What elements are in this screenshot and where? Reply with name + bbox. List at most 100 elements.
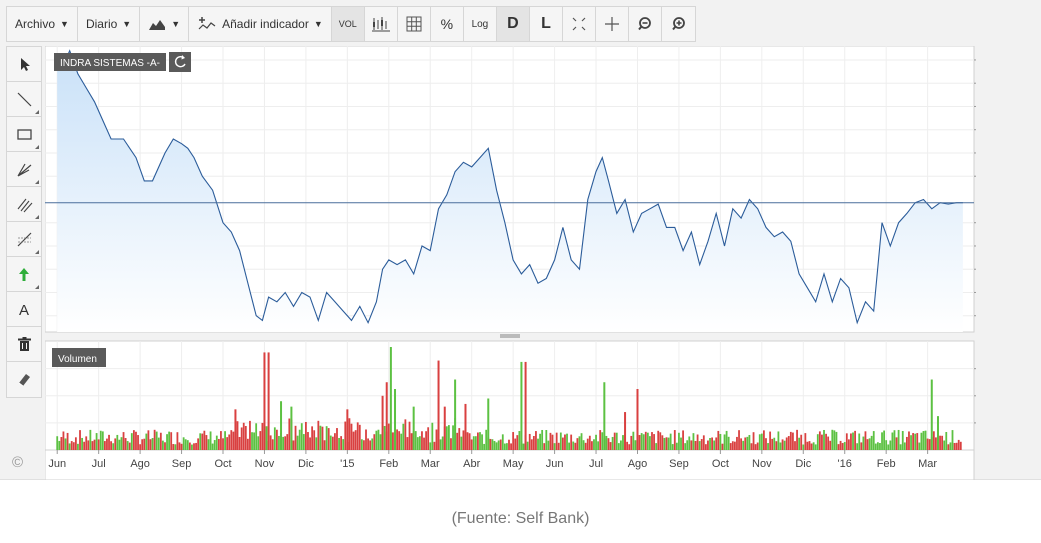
- volume-bar: [244, 426, 247, 450]
- volume-bar: [437, 360, 440, 450]
- volume-bar: [959, 441, 962, 450]
- parallel-lines-icon: [17, 198, 32, 212]
- volume-bar: [58, 440, 61, 450]
- volume-bar: [876, 442, 879, 450]
- add-indicator-button[interactable]: Añadir indicador ▼: [189, 7, 332, 41]
- volume-bar: [321, 426, 324, 450]
- chart-type-button[interactable]: ▼: [140, 7, 190, 41]
- volume-bar: [918, 442, 921, 450]
- volume-bar: [796, 429, 798, 450]
- volume-bar: [752, 432, 755, 450]
- x-tick-label: '16: [838, 458, 852, 470]
- volume-bar: [497, 440, 500, 450]
- chevron-down-icon: ▼: [171, 19, 181, 29]
- volume-bar: [141, 439, 144, 450]
- volume-bar: [300, 423, 303, 450]
- volume-bar: [653, 434, 655, 450]
- volume-bar: [77, 443, 79, 450]
- volume-bar: [448, 425, 450, 450]
- x-tick-label: Nov: [752, 458, 772, 470]
- volume-bar: [85, 436, 88, 450]
- indicator-icon: [198, 17, 216, 30]
- fibonacci-tool-button[interactable]: [7, 222, 41, 257]
- submenu-corner-icon: [35, 145, 39, 149]
- zoom-in-button[interactable]: [662, 7, 695, 41]
- fullscreen-button[interactable]: [563, 7, 597, 41]
- volume-bar: [495, 442, 498, 450]
- volume-bar: [903, 442, 906, 450]
- volume-bar: [955, 442, 958, 450]
- reload-button[interactable]: [169, 52, 191, 72]
- volume-bar: [537, 438, 539, 450]
- log-scale-button[interactable]: Log: [464, 7, 497, 41]
- file-menu-button[interactable]: Archivo ▼: [7, 7, 78, 41]
- volume-bar: [908, 431, 910, 450]
- volume-bar: [323, 440, 326, 450]
- volume-bar: [130, 433, 133, 450]
- volume-bar: [644, 431, 647, 450]
- volume-bar: [713, 440, 716, 450]
- line-tool-button[interactable]: [7, 82, 41, 117]
- volume-bar: [443, 406, 446, 450]
- volume-bar: [191, 444, 193, 450]
- volume-bar: [412, 406, 415, 450]
- volume-bar: [760, 433, 763, 450]
- volume-bar: [825, 433, 827, 450]
- volume-bar: [518, 431, 521, 450]
- d-button[interactable]: D: [496, 7, 530, 41]
- crosshair-button[interactable]: [596, 7, 630, 41]
- volume-toggle-button[interactable]: VOL: [331, 7, 365, 41]
- volume-bar: [108, 434, 110, 450]
- volume-bars: [56, 347, 962, 450]
- l-button[interactable]: L: [530, 7, 563, 41]
- text-tool-tool-button[interactable]: A: [7, 292, 41, 327]
- volume-bar: [872, 431, 875, 450]
- percent-button[interactable]: %: [431, 7, 464, 41]
- volume-bar: [305, 421, 307, 450]
- volume-bar: [572, 441, 575, 450]
- x-tick-label: Oct: [712, 458, 729, 470]
- rectangle-tool-button[interactable]: [7, 117, 41, 152]
- candlestick-button[interactable]: [365, 7, 398, 41]
- volume-bar: [818, 431, 821, 450]
- parallel-lines-tool-button[interactable]: [7, 187, 41, 222]
- x-tick-label: Jun: [546, 458, 564, 470]
- volume-bar: [887, 444, 890, 450]
- eraser-tool-button[interactable]: [7, 362, 41, 397]
- volume-bar: [597, 441, 600, 450]
- volume-bar: [290, 406, 293, 450]
- volume-bar: [93, 439, 96, 450]
- trash-tool-button[interactable]: [7, 327, 41, 362]
- volume-bar: [951, 430, 954, 450]
- volume-bar: [874, 443, 877, 450]
- volume-bar: [957, 439, 960, 450]
- volume-bar: [580, 433, 583, 450]
- panel-splitter-handle[interactable]: [500, 334, 520, 338]
- volume-bar: [779, 442, 782, 450]
- volume-bar: [280, 401, 283, 450]
- volume-bar: [101, 431, 104, 450]
- cursor-tool-button[interactable]: [7, 47, 41, 82]
- volume-bar: [543, 443, 546, 450]
- volume-bar: [298, 429, 301, 450]
- fork-tool-button[interactable]: [7, 152, 41, 187]
- volume-bar: [702, 435, 705, 450]
- volume-bar: [481, 434, 483, 450]
- volume-bar: [607, 438, 610, 450]
- volume-bar: [939, 435, 941, 450]
- volume-bar: [348, 418, 351, 450]
- grid-toggle-button[interactable]: [398, 7, 431, 41]
- volume-bar: [408, 421, 411, 450]
- volume-bar: [282, 436, 285, 450]
- volume-bar: [767, 443, 769, 450]
- volume-bar: [812, 442, 815, 450]
- volume-bar: [398, 431, 401, 450]
- period-menu-button[interactable]: Diario ▼: [78, 7, 141, 41]
- volume-bar: [433, 441, 436, 450]
- volume-bar: [66, 432, 69, 450]
- arrow-up-tool-button[interactable]: [7, 257, 41, 292]
- volume-bar: [97, 439, 100, 450]
- zoom-out-button[interactable]: [629, 7, 663, 41]
- price-chart[interactable]: Jun Jul Ago Sep Oct Nov Dic '15 Feb Mar Abr May Jun J…: [45, 46, 976, 480]
- volume-bar: [406, 437, 409, 450]
